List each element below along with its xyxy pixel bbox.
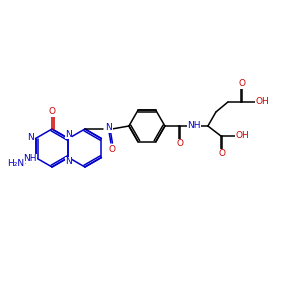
Text: N: N (65, 130, 72, 139)
Text: NH: NH (23, 154, 36, 163)
Text: H₂N: H₂N (7, 159, 24, 168)
Text: O: O (238, 80, 245, 88)
Text: O: O (108, 146, 116, 154)
Text: O: O (218, 149, 225, 158)
Text: O: O (176, 140, 183, 148)
Text: N: N (27, 133, 34, 142)
Text: O: O (49, 107, 56, 116)
Text: N: N (106, 124, 112, 133)
Text: OH: OH (255, 98, 269, 106)
Text: N: N (65, 157, 72, 166)
Text: OH: OH (235, 131, 249, 140)
Text: NH: NH (187, 122, 201, 130)
